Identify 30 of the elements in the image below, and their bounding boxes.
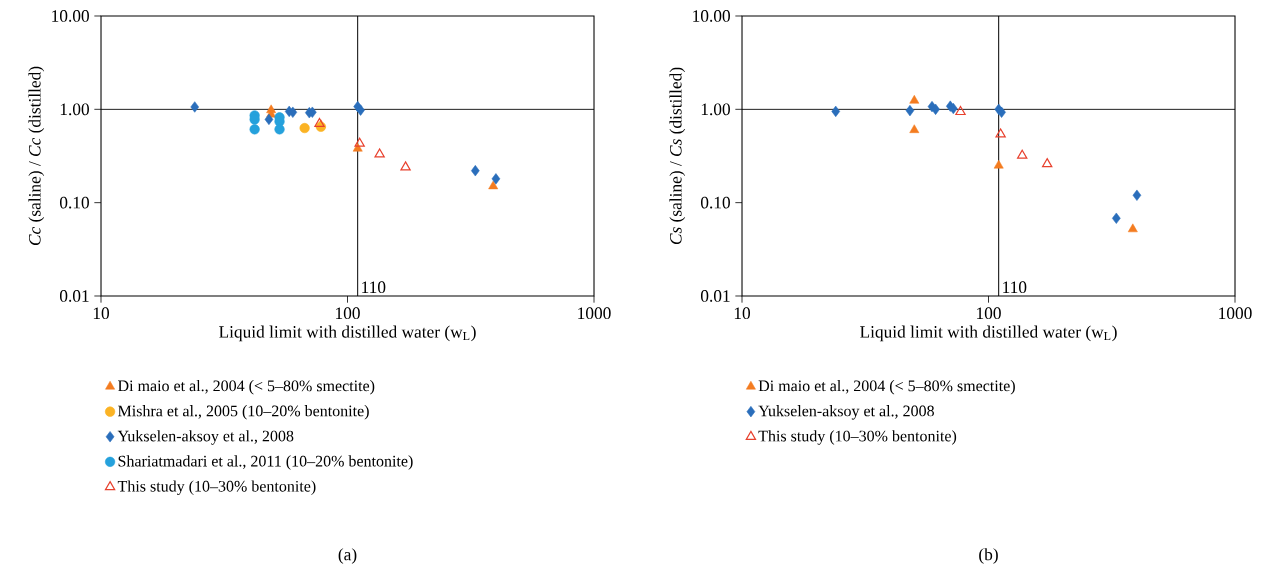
legend-label: Di maio et al., 2004 (< 5–80% smectite)	[758, 379, 1015, 395]
x-tick-label: 1000	[1219, 307, 1252, 320]
x-axis-title: Liquid limit with distilled water (w$_{L}$)	[860, 325, 1117, 342]
y-tick-label: 10.00	[693, 10, 730, 22]
legend-label: Yukselen-aksoy et al., 2008	[117, 430, 294, 445]
x-tick-label: 100	[336, 307, 360, 320]
y-tick-label: 0.01	[59, 290, 89, 302]
x-axis-title: Liquid limit with distilled water (w$_{L}$)	[219, 325, 476, 342]
legend-label: This study (10–30% bentonite)	[117, 480, 316, 495]
ref-line-label: 110	[362, 281, 386, 294]
y-tick-label: 1.00	[60, 103, 89, 116]
text: (b)	[979, 548, 998, 564]
legend-label: Yukselen-aksoy et al., 2008	[758, 405, 934, 420]
ref-line-label: 110	[1003, 281, 1027, 294]
x-tick-label: 10	[93, 307, 110, 320]
legend-label: This study (10–30% bentonite)	[758, 430, 957, 445]
text: (a)	[338, 548, 357, 564]
y-tick-label: 0.10	[59, 196, 89, 209]
legend-label: Shariatmadari et al., 2011 (10–20% bentonite)	[118, 455, 413, 470]
y-axis-title: Cs (saline) / Cs (distilled)	[669, 67, 686, 245]
legend-label: Di maio et al., 2004 (< 5–80% smectite)	[118, 379, 375, 395]
y-tick-label: 1.00	[701, 103, 730, 116]
x-tick-label: 10	[734, 307, 751, 320]
x-tick-label: 1000	[578, 307, 611, 320]
y-axis-title: Cc (saline) / Cc (distilled)	[28, 66, 45, 246]
legend-label: Mishra et al., 2005 (10–20% bentonite)	[118, 405, 369, 420]
x-tick-label: 100	[977, 307, 1001, 320]
y-tick-label: 0.01	[700, 290, 730, 302]
y-tick-label: 10.00	[52, 10, 89, 22]
y-tick-label: 0.10	[700, 196, 730, 209]
